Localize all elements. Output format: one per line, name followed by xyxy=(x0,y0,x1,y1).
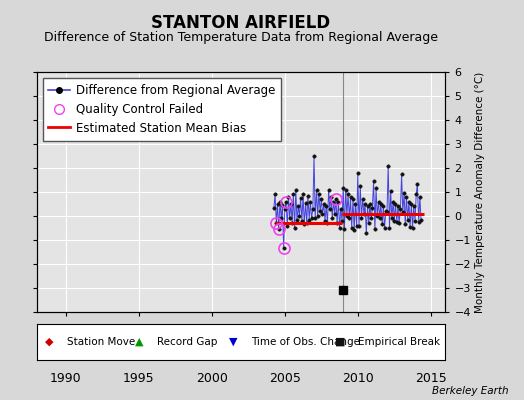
Text: 2010: 2010 xyxy=(342,372,374,384)
Title: Difference of Station Temperature Data from Regional Average: Difference of Station Temperature Data f… xyxy=(44,32,438,44)
Text: Berkeley Earth: Berkeley Earth xyxy=(432,386,508,396)
Text: 2000: 2000 xyxy=(196,372,228,384)
Text: STANTON AIRFIELD: STANTON AIRFIELD xyxy=(151,14,331,32)
Text: ■: ■ xyxy=(335,337,345,347)
Legend: Difference from Regional Average, Quality Control Failed, Estimated Station Mean: Difference from Regional Average, Qualit… xyxy=(42,78,281,140)
Text: Station Move: Station Move xyxy=(67,337,136,347)
Text: 2005: 2005 xyxy=(269,372,301,384)
Text: ▲: ▲ xyxy=(135,337,143,347)
Text: Record Gap: Record Gap xyxy=(157,337,217,347)
Y-axis label: Monthly Temperature Anomaly Difference (°C): Monthly Temperature Anomaly Difference (… xyxy=(475,71,485,313)
Text: ◆: ◆ xyxy=(45,337,53,347)
Text: 2015: 2015 xyxy=(415,372,446,384)
Text: ▼: ▼ xyxy=(229,337,237,347)
Text: 1995: 1995 xyxy=(123,372,155,384)
Text: 1990: 1990 xyxy=(50,372,82,384)
Text: Time of Obs. Change: Time of Obs. Change xyxy=(252,337,361,347)
Text: Empirical Break: Empirical Break xyxy=(357,337,440,347)
